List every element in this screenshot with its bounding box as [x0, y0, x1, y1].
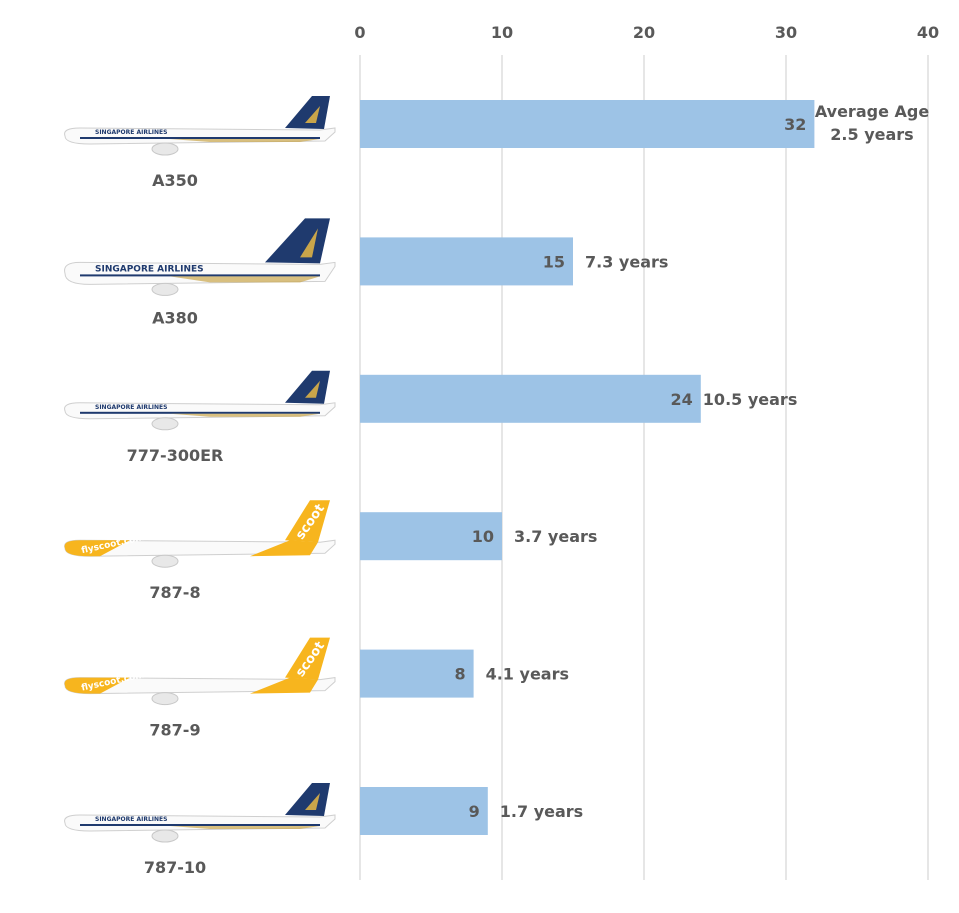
x-tick-label: 20: [633, 23, 655, 42]
category-label: 777-300ER: [127, 446, 224, 465]
livery-text: SINGAPORE AIRLINES: [95, 404, 167, 411]
category-label: 787-9: [149, 721, 200, 740]
livery-stripe: [250, 540, 318, 557]
x-tick-label: 30: [775, 23, 797, 42]
engine: [151, 554, 179, 568]
annotation-title: Average Age: [815, 102, 929, 121]
category-label: A350: [152, 171, 198, 190]
aircraft-images: A350 SINGAPORE AIRLINES A380 SINGAPORE AIRL…: [64, 96, 336, 877]
engine: [151, 692, 179, 706]
tail-fin: [285, 783, 330, 816]
category-label: 787-8: [149, 583, 200, 602]
x-axis-ticks: 0 10 20 30 40: [354, 23, 939, 42]
tail-fin: [285, 96, 330, 129]
tail-fin: [285, 637, 330, 680]
tail-fin: [285, 370, 330, 404]
livery-text: SINGAPORE AIRLINES: [95, 264, 204, 274]
cheatline: [80, 411, 320, 414]
tail-fin: [285, 500, 330, 543]
age-label: 2.5 years: [830, 125, 913, 144]
bars: 32 Average Age 2.5 years 15 7.3 years 24 10.5 …: [360, 100, 929, 835]
gold-stripe: [170, 276, 320, 283]
x-tick-label: 10: [491, 23, 513, 42]
aircraft-image-A380: SINGAPORE AIRLINES: [64, 218, 336, 296]
livery-stripe: [250, 677, 318, 694]
age-label: 3.7 years: [514, 527, 597, 546]
tail-fin: [265, 218, 330, 264]
engine: [151, 142, 179, 156]
bar-787-8: [360, 512, 502, 561]
bar-A350: [360, 100, 815, 148]
cheatline: [80, 824, 320, 826]
data-label: 24: [671, 390, 693, 409]
aircraft-image-787-10: SINGAPORE AIRLINES: [64, 783, 336, 843]
bird-logo: [300, 228, 318, 258]
bird-logo: [305, 793, 320, 810]
aircraft-image-777-300ER: SINGAPORE AIRLINES: [64, 370, 336, 431]
gold-stripe: [170, 826, 320, 829]
bird-logo: [305, 380, 320, 398]
bird-logo: [305, 106, 320, 123]
data-label: 8: [454, 665, 465, 684]
age-label: 7.3 years: [585, 252, 668, 271]
age-label: 1.7 years: [500, 802, 583, 821]
livery-text: SINGAPORE AIRLINES: [95, 816, 167, 823]
cheatline: [80, 137, 320, 139]
engine: [151, 282, 179, 296]
engine: [151, 829, 179, 843]
age-label: 10.5 years: [703, 390, 798, 409]
bar-777-300ER: [360, 374, 701, 423]
data-label: 9: [469, 802, 480, 821]
livery-stripe: [64, 677, 130, 694]
data-label: 10: [472, 527, 494, 546]
gridlines: [359, 55, 929, 880]
bar-A380: [360, 237, 573, 286]
engine: [151, 417, 179, 431]
cheatline: [80, 274, 320, 277]
aircraft-image-A350: SINGAPORE AIRLINES: [64, 96, 336, 156]
category-label: 787-10: [144, 858, 206, 877]
x-tick-label: 40: [917, 23, 939, 42]
bar-787-9: [360, 649, 474, 698]
livery-stripe: [64, 540, 130, 557]
gold-stripe: [170, 413, 320, 417]
bar-787-10: [360, 787, 488, 835]
category-label: A380: [152, 308, 198, 327]
age-label: 4.1 years: [486, 665, 569, 684]
livery-text: SINGAPORE AIRLINES: [95, 129, 167, 136]
gold-stripe: [170, 139, 320, 142]
data-label: 15: [543, 252, 565, 271]
x-tick-label: 0: [354, 23, 365, 42]
data-label: 32: [784, 115, 806, 134]
